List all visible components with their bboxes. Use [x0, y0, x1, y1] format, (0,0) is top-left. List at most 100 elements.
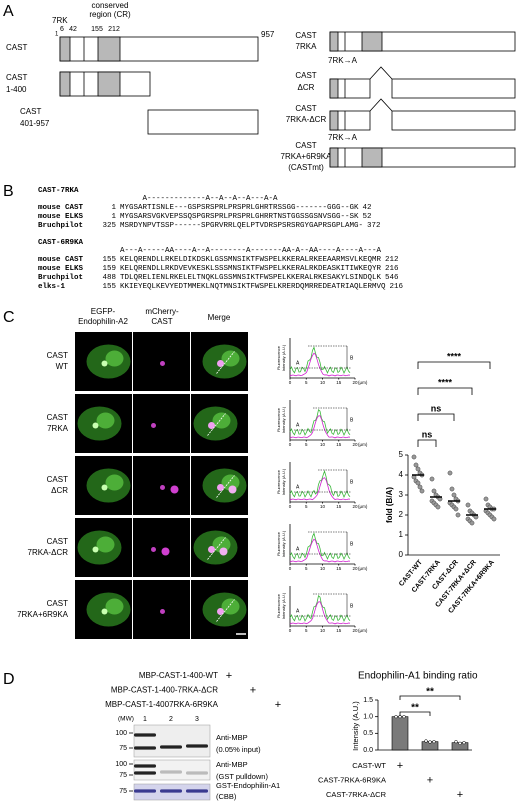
row-label: ΔCR — [51, 486, 68, 495]
band — [186, 771, 208, 775]
residue-start: 1 — [111, 213, 116, 221]
profile-marker: A — [296, 360, 300, 366]
construct-label: CAST — [295, 31, 316, 40]
lane-number: 1 — [143, 716, 147, 723]
puncta — [92, 546, 99, 553]
profile-tick-label: 5 — [305, 504, 308, 509]
profile-tick-label: 20 — [352, 628, 358, 633]
residue-start: 1 — [111, 204, 116, 212]
construct-label: CAST — [295, 71, 316, 80]
profile-tick-label: 5 — [305, 442, 308, 447]
residue-end: 216 — [390, 283, 404, 291]
row-label: CAST — [47, 475, 68, 484]
data-point — [424, 739, 428, 743]
puncta — [92, 422, 99, 429]
data-point — [394, 715, 398, 719]
lane-marker: + — [226, 670, 232, 682]
data-point — [415, 480, 421, 486]
significance-label: ** — [426, 687, 434, 698]
profile-ylabel: Intensity (A.U.) — [281, 530, 286, 557]
profile-tick-label: 0 — [289, 380, 292, 385]
column-header: mCherry- — [145, 307, 179, 316]
species-name: mouse ELKS — [38, 213, 84, 221]
data-point — [454, 740, 458, 744]
sequence: TDLQRELIENLRKELELTNQKLGSSMNSIKTFWSPELKKE… — [120, 274, 382, 282]
condition-marker: + — [397, 760, 403, 772]
domain-segment — [97, 71, 121, 97]
cell-signal — [221, 598, 240, 615]
deletion-caret — [369, 98, 393, 112]
residue-start: 155 — [102, 256, 116, 264]
residue-end: 42 — [363, 204, 372, 212]
profile-tick-label: 5 — [305, 628, 308, 633]
puncta — [228, 485, 237, 494]
band — [186, 744, 208, 748]
construct-label: 7RKA-ΔCR — [286, 115, 327, 124]
cell-signal — [105, 350, 124, 367]
profile-marker: A — [296, 608, 300, 614]
profile-tick-label: 15 — [336, 628, 342, 633]
y-axis-label: fold (B/A) — [385, 487, 394, 523]
panel-label: C — [3, 309, 15, 326]
profile-unit: (μm) — [358, 380, 368, 385]
micrograph — [133, 518, 190, 577]
profile-unit: (μm) — [358, 628, 368, 633]
domain-bar — [147, 109, 259, 135]
construct-label: MBP-CAST-1-400-WT — [139, 671, 218, 680]
column-header: Endophilin-A2 — [78, 317, 128, 326]
data-point — [469, 520, 475, 526]
y-tick-label: 1.0 — [363, 714, 373, 721]
profile-ylabel: Fluorescence — [276, 407, 281, 432]
blot — [133, 759, 211, 781]
profile-marker: B — [350, 417, 354, 423]
mutation-note: 7RK→A — [328, 56, 358, 65]
mutation-markers: A---A-----AA----A--A--------A-------AA-A… — [120, 247, 382, 255]
profile-trace — [289, 409, 351, 436]
profile-trace — [289, 352, 351, 377]
cell-signal — [212, 412, 231, 429]
data-point — [483, 496, 489, 502]
construct-label: CAST — [6, 43, 27, 52]
domain-bar — [391, 78, 516, 99]
profile-trace — [289, 346, 351, 374]
y-tick-label: 4 — [399, 470, 404, 479]
y-tick-label: 3 — [399, 490, 404, 499]
mutation-note: 7RK→A — [328, 133, 358, 142]
sequence: KKIEYEQLKEVYEDTMMEKLNQTMNSIKTFWSPELKRERD… — [120, 283, 386, 291]
alignment-header: CAST-6R9KA — [38, 239, 84, 247]
column-header: Merge — [208, 313, 231, 322]
domain-bar — [391, 110, 516, 131]
data-point — [402, 715, 406, 719]
data-point — [411, 454, 417, 460]
domain-segment — [361, 147, 383, 168]
y-tick-label: 5 — [399, 450, 404, 459]
puncta — [161, 547, 170, 556]
profile-line — [207, 537, 226, 560]
band — [134, 746, 156, 750]
puncta — [160, 609, 165, 614]
profile-tick-label: 10 — [320, 380, 326, 385]
data-point — [431, 488, 437, 494]
construct-label: (CASTmt) — [288, 163, 324, 172]
domain-segment — [329, 31, 339, 52]
profile-unit: (μm) — [358, 566, 368, 571]
data-point — [447, 470, 453, 476]
data-point — [415, 466, 421, 472]
row-label: 7RKA+6R9KA — [17, 610, 69, 619]
lane-number: 2 — [169, 716, 173, 723]
residue-start: 159 — [102, 265, 116, 273]
species-name: elks-1 — [38, 283, 66, 291]
profile-ylabel: Intensity (A.U.) — [281, 468, 286, 495]
chart-title: Endophilin-A1 binding ratio — [358, 671, 478, 682]
domain-segment — [59, 36, 71, 62]
residue-end: 372 — [367, 222, 381, 230]
residue-end: 212 — [385, 256, 399, 264]
band — [134, 764, 156, 768]
cell-signal — [96, 536, 115, 553]
profile-trace — [289, 469, 351, 498]
profile-tick-label: 10 — [320, 504, 326, 509]
profile-marker: B — [350, 479, 354, 485]
profile-line — [216, 599, 235, 622]
species-name: Bruchpilot — [38, 222, 83, 230]
